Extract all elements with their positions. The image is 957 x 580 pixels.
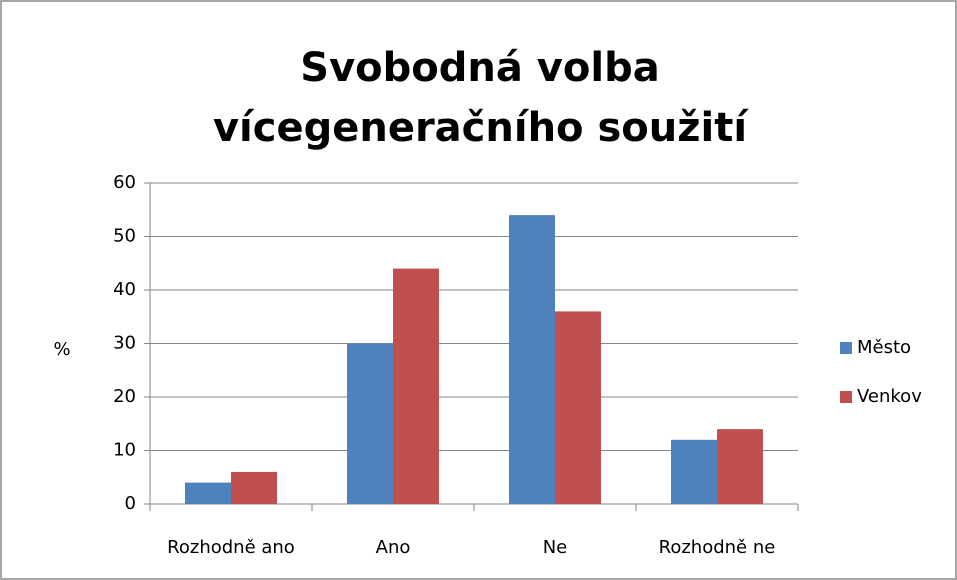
bar bbox=[231, 471, 277, 504]
x-tick-label: Rozhodně ne bbox=[659, 537, 776, 558]
y-tick-label: 0 bbox=[125, 493, 136, 514]
bar bbox=[393, 268, 439, 504]
bar bbox=[555, 311, 601, 504]
x-tick-label: Rozhodně ano bbox=[167, 537, 295, 558]
x-tick-label: Ne bbox=[543, 537, 568, 558]
bar bbox=[185, 482, 231, 504]
y-tick-label: 10 bbox=[113, 440, 136, 461]
bar bbox=[509, 215, 555, 504]
y-tick-label: 30 bbox=[113, 333, 136, 354]
y-tick-label: 50 bbox=[113, 226, 136, 247]
legend-swatch bbox=[840, 391, 852, 403]
y-tick-label: 20 bbox=[113, 386, 136, 407]
x-tick-label: Ano bbox=[376, 537, 411, 558]
chart-title: Svobodná volba vícegeneračního soužití bbox=[212, 45, 748, 151]
bar bbox=[717, 429, 763, 504]
legend-label: Venkov bbox=[857, 386, 922, 407]
bar bbox=[671, 439, 717, 504]
y-tick-label: 40 bbox=[113, 279, 136, 300]
legend-swatch bbox=[840, 342, 852, 354]
legend-label: Město bbox=[857, 337, 911, 358]
y-tick-label: 60 bbox=[113, 172, 136, 193]
bar bbox=[347, 343, 393, 504]
y-axis-label: % bbox=[53, 339, 70, 360]
